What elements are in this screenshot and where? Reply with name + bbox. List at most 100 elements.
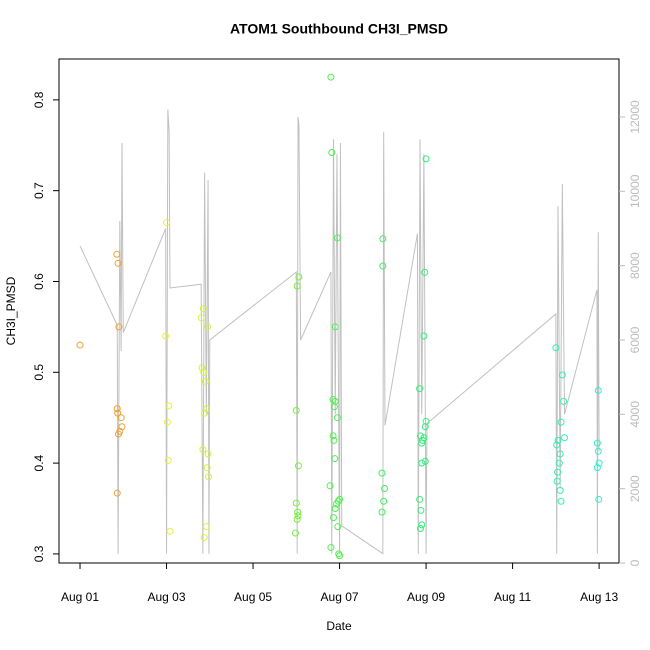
point [560, 397, 568, 405]
point [326, 482, 334, 490]
point [113, 489, 121, 497]
point [333, 234, 341, 242]
point [199, 305, 207, 313]
y-tick-label: 0.3 [32, 545, 46, 562]
point [198, 364, 206, 372]
point [555, 459, 563, 467]
point [380, 497, 388, 505]
y2-tick-label: 6000 [628, 326, 642, 353]
point [117, 414, 125, 422]
point [417, 506, 425, 514]
point [416, 524, 424, 532]
x-tick-label: Aug 09 [407, 590, 445, 604]
point [293, 515, 301, 523]
y-tick-label: 0.5 [32, 364, 46, 381]
point [333, 500, 341, 508]
point [593, 439, 601, 447]
point [113, 250, 121, 258]
point [204, 450, 212, 458]
point [336, 552, 344, 560]
point [557, 497, 565, 505]
point [204, 323, 212, 331]
point [421, 423, 429, 431]
point [330, 403, 338, 411]
point [331, 323, 339, 331]
x-tick-label: Aug 01 [61, 590, 99, 604]
point [114, 409, 122, 417]
x-tick-label: Aug 07 [321, 590, 359, 604]
point [295, 273, 303, 281]
point [291, 529, 299, 537]
point [163, 418, 171, 426]
point [204, 473, 212, 481]
point [556, 450, 564, 458]
point [328, 149, 336, 157]
point [420, 332, 428, 340]
point [200, 368, 208, 376]
point [594, 386, 602, 394]
point [330, 436, 338, 444]
point [560, 434, 568, 442]
point [378, 508, 386, 516]
point [327, 544, 335, 552]
point [379, 262, 387, 270]
altitude-line [79, 109, 600, 555]
point [327, 73, 335, 81]
y-tick-label: 0.7 [32, 182, 46, 199]
point [333, 414, 341, 422]
y2-tick-label: 8000 [628, 252, 642, 279]
point [379, 235, 387, 243]
plot-frame [58, 58, 620, 564]
point [163, 218, 171, 226]
point [202, 523, 210, 531]
y2-tick-label: 0 [628, 559, 642, 566]
point [553, 441, 561, 449]
point [330, 514, 338, 522]
point [593, 464, 601, 472]
point [422, 155, 430, 163]
point [164, 456, 172, 464]
x-axis-label: Date [326, 619, 352, 633]
point [334, 523, 342, 531]
point [552, 344, 560, 352]
point [595, 459, 603, 467]
point [200, 534, 208, 542]
point [166, 527, 174, 535]
point [418, 521, 426, 529]
point [556, 486, 564, 494]
point [421, 268, 429, 276]
x-tick-label: Aug 11 [494, 590, 531, 604]
point [292, 406, 300, 414]
y2-tick-label: 2000 [628, 475, 642, 502]
y-axis-label: CH3I_PMSD [4, 276, 18, 345]
point [203, 464, 211, 472]
point [416, 495, 424, 503]
y-tick-label: 0.6 [32, 273, 46, 290]
point [595, 495, 603, 503]
point [421, 457, 429, 465]
point [558, 371, 566, 379]
point [293, 282, 301, 290]
point [554, 468, 562, 476]
point [331, 455, 339, 463]
point [115, 323, 123, 331]
x-tick-label: Aug 13 [580, 590, 618, 604]
y2-tick-label: 12000 [628, 100, 642, 134]
point [294, 508, 302, 516]
point [114, 259, 122, 267]
point [557, 418, 565, 426]
point [115, 430, 123, 438]
point [201, 409, 209, 417]
point [292, 499, 300, 507]
point [165, 402, 173, 410]
point [554, 436, 562, 444]
x-tick-label: Aug 03 [148, 590, 186, 604]
point [594, 447, 602, 455]
point [329, 396, 337, 404]
y2-tick-label: 4000 [628, 401, 642, 428]
point [201, 377, 209, 385]
point [416, 385, 424, 393]
point [418, 439, 426, 447]
point [378, 469, 386, 477]
